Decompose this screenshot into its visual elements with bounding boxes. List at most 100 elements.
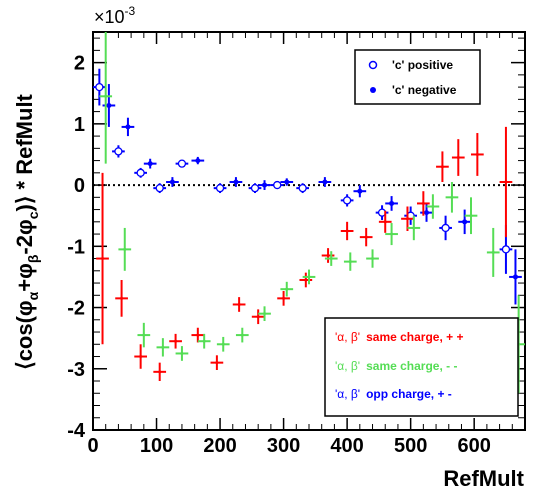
data-point	[357, 188, 363, 194]
y-tick-label: 2	[74, 53, 85, 75]
x-tick-label: 400	[330, 435, 363, 457]
series-3	[99, 32, 525, 394]
x-tick-label: 0	[87, 435, 98, 457]
x-axis-title: RefMult	[443, 466, 524, 491]
data-point	[364, 235, 368, 239]
data-point	[424, 210, 430, 216]
data-point	[104, 94, 108, 98]
data-point	[304, 278, 308, 282]
data-point	[390, 232, 394, 236]
scale-label: ×10-3	[94, 4, 136, 27]
data-point	[371, 257, 375, 261]
y-tick-label: 0	[74, 175, 85, 197]
series-layer	[93, 32, 525, 394]
y-axis-title: ⟨cos(φα+φβ-2φc)⟩ * RefMult	[12, 93, 41, 369]
data-point	[142, 333, 146, 337]
data-point	[106, 102, 112, 108]
data-point	[136, 168, 145, 177]
data-point	[421, 201, 425, 205]
y-title-pre: ⟨cos(φ	[12, 300, 37, 370]
y-tick-label: 1	[74, 114, 85, 136]
data-point	[250, 183, 260, 193]
data-point	[177, 159, 187, 168]
data-point	[95, 82, 104, 92]
data-point	[114, 147, 123, 156]
data-point	[329, 257, 333, 261]
data-point	[139, 355, 143, 359]
data-point	[123, 247, 127, 251]
data-point	[440, 165, 444, 169]
legend-opp-pm: 'α, β' opp charge, + -	[335, 387, 452, 401]
data-point	[326, 253, 330, 257]
data-point	[284, 179, 290, 185]
data-point	[215, 183, 225, 193]
legend-c-positive-marker	[368, 60, 378, 70]
y-tick-label: -2	[67, 298, 85, 320]
data-point	[256, 315, 260, 319]
data-point	[180, 351, 184, 355]
data-point	[240, 333, 244, 337]
data-point	[147, 161, 153, 167]
data-point	[158, 370, 162, 374]
data-point	[263, 312, 267, 316]
legend-bottom: 'α, β' same charge, + + 'α, β' same charge…	[324, 317, 519, 417]
data-point	[322, 179, 328, 185]
y-title-mid1: +φ	[12, 263, 37, 292]
y-tick-label: -4	[67, 420, 86, 442]
legend-bottom-box	[324, 317, 519, 417]
data-point	[285, 287, 289, 291]
legend-same-pp: 'α, β' same charge, + +	[335, 330, 464, 344]
data-point	[101, 257, 105, 261]
y-title-sub2: β	[25, 254, 41, 263]
data-point	[469, 214, 473, 218]
data-point	[120, 296, 124, 300]
data-point	[431, 205, 435, 209]
data-point	[155, 183, 164, 193]
data-point	[195, 158, 201, 164]
data-point	[412, 226, 416, 230]
y-axis-ticks: -4 -3 -2 -1 0 1 2	[67, 37, 525, 442]
y-title-mid2: -2φ	[12, 219, 37, 254]
y-title-post: )⟩ * RefMult	[12, 93, 37, 211]
legend-opp-pm-label: opp charge, + -	[366, 387, 452, 401]
data-point	[512, 274, 518, 280]
data-point	[262, 182, 268, 188]
legend-top: 'c' positive 'c' negative	[354, 49, 481, 105]
data-point	[462, 219, 468, 225]
data-point	[307, 275, 311, 279]
data-point	[491, 250, 495, 254]
data-point	[196, 333, 200, 337]
data-point	[475, 152, 479, 156]
data-point	[215, 361, 219, 365]
data-point	[125, 124, 131, 130]
data-point	[383, 220, 387, 224]
data-point	[501, 245, 511, 254]
series-2	[96, 126, 513, 382]
data-point	[405, 217, 409, 221]
data-point	[345, 229, 349, 233]
legend-c-positive-label: 'c' positive	[392, 58, 453, 72]
x-tick-label: 100	[140, 435, 173, 457]
data-point	[348, 260, 352, 264]
legend-opp-pm-prefix: 'α, β'	[335, 387, 360, 401]
series-0	[93, 68, 513, 274]
data-point	[161, 345, 165, 349]
y-tick-label: -3	[67, 359, 85, 381]
data-point	[233, 179, 239, 185]
data-point	[202, 339, 206, 343]
legend-same-mm: 'α, β' same charge, - -	[335, 359, 457, 373]
scale-label-base: ×10	[94, 7, 125, 27]
data-point	[169, 179, 175, 185]
legend-top-box	[354, 49, 481, 105]
data-point	[273, 180, 282, 190]
data-point	[504, 180, 508, 184]
x-tick-label: 600	[457, 435, 490, 457]
x-axis-ticks: 0 100 200 300 400 500 600	[87, 32, 513, 457]
legend-same-mm-prefix: 'α, β'	[335, 359, 360, 373]
x-tick-label: 200	[203, 435, 236, 457]
data-point	[342, 196, 352, 205]
data-point	[237, 302, 241, 306]
scale-label-exp: -3	[125, 4, 136, 18]
y-tick-label: -1	[67, 236, 85, 258]
